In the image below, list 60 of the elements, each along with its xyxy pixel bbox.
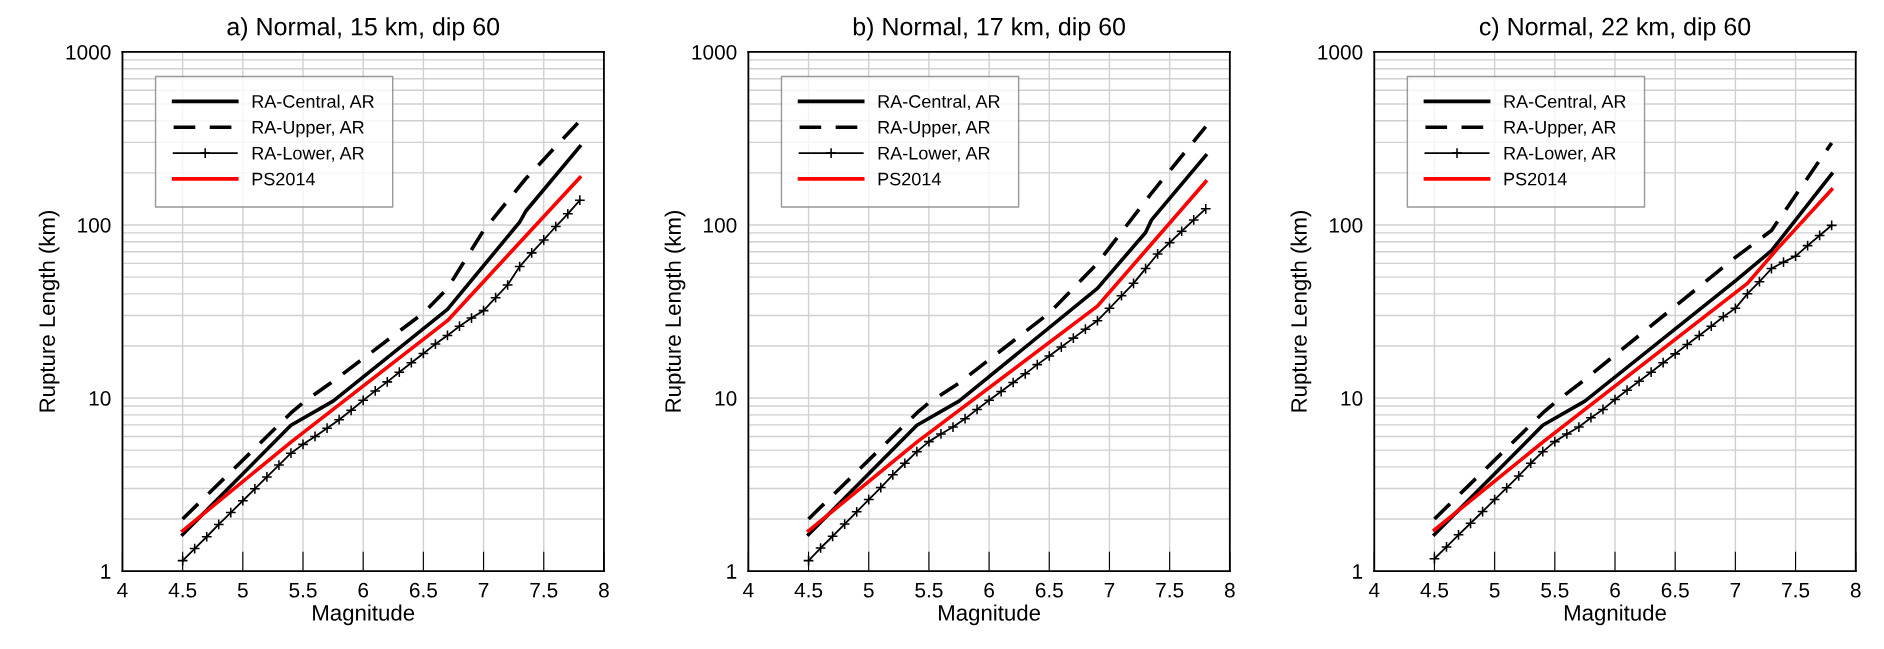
legend-label: RA-Lower, AR [252,146,364,162]
y-tick-label: 1 [727,564,737,579]
x-tick-label: 6 [1610,582,1620,598]
x-tick-label: 6.5 [1035,582,1063,598]
y-tick-label: 10 [1341,391,1363,406]
x-tick-label: 6 [358,582,369,598]
chart-title: b) Normal, 17 km, dip 60 [853,17,1125,41]
x-tick-label: 5.5 [915,583,943,598]
legend-label: PS2014 [252,172,315,186]
x-tick-label: 4 [1368,583,1380,598]
x-tick-label: 7 [1730,583,1741,598]
x-tick-label: 6 [984,582,994,598]
y-tick-label: 10 [715,391,737,406]
legend-label: RA-Lower, AR [1504,146,1616,162]
x-tick-label: 7.5 [1782,583,1810,598]
y-axis-title: Rupture Length (km) [1290,210,1312,412]
chart-title: a) Normal, 15 km, dip 60 [227,17,500,41]
x-tick-label: 4 [743,583,754,598]
x-tick-label: 8 [1850,582,1861,598]
y-tick-label: 1 [101,564,111,579]
legend-label: RA-Upper, AR [252,121,364,138]
x-tick-label: 4 [117,583,128,598]
x-tick-label: 6.5 [409,582,437,598]
legend-label: RA-Lower, AR [878,146,990,162]
y-tick-label: 100 [704,217,737,233]
x-tick-label: 7.5 [530,583,558,598]
x-tick-label: 8 [1224,582,1235,598]
y-tick-label: 100 [78,217,111,233]
legend-label: RA-Upper, AR [878,121,990,138]
legend-label: PS2014 [878,172,941,186]
x-tick-label: 5.5 [1541,583,1569,598]
x-axis-title: Magnitude [939,604,1041,626]
legend-label: RA-Upper, AR [1504,121,1616,138]
x-axis-title: Magnitude [1564,604,1666,626]
x-tick-label: 4.5 [794,583,823,598]
legend-label: RA-Central, AR [252,94,374,110]
x-tick-label: 7 [1104,583,1115,598]
legend-label: RA-Central, AR [878,94,1000,110]
x-tick-label: 5 [1489,583,1500,598]
x-tick-label: 5 [863,583,874,598]
y-tick-label: 1000 [66,44,111,60]
y-tick-label: 10 [89,391,111,406]
y-tick-label: 1 [1353,564,1363,579]
x-tick-label: 5 [237,583,248,598]
y-axis-title: Rupture Length (km) [664,210,686,412]
x-tick-label: 5.5 [289,583,317,598]
x-tick-label: 4.5 [168,583,197,598]
legend-label: RA-Central, AR [1504,94,1626,110]
x-tick-label: 8 [599,582,609,598]
x-tick-label: 7 [478,583,489,598]
chart-title: c) Normal, 22 km, dip 60 [1479,17,1751,41]
y-tick-label: 1000 [1318,44,1363,60]
y-axis-title: Rupture Length (km) [38,210,60,412]
x-tick-label: 4.5 [1420,583,1449,598]
x-axis-title: Magnitude [313,604,415,626]
x-tick-label: 6.5 [1661,582,1689,598]
x-tick-label: 7.5 [1156,583,1184,598]
y-tick-label: 100 [1329,217,1363,233]
legend-label: PS2014 [1504,172,1567,186]
y-tick-label: 1000 [692,44,737,60]
